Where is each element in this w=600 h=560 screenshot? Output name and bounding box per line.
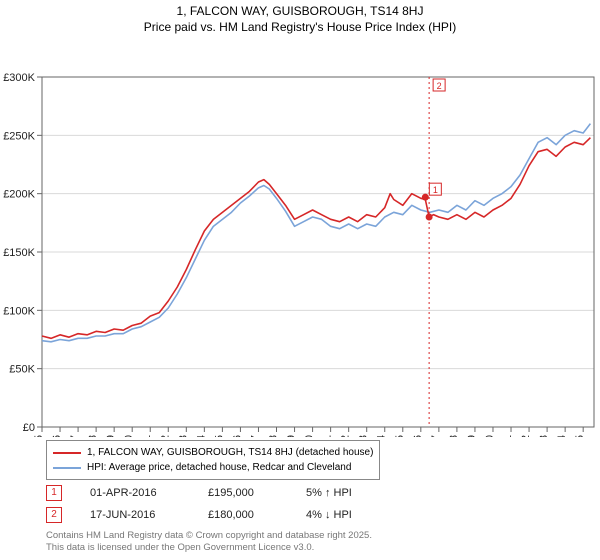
svg-text:2011: 2011 bbox=[322, 435, 334, 437]
svg-text:2019: 2019 bbox=[466, 435, 478, 437]
svg-text:£250K: £250K bbox=[3, 131, 35, 143]
svg-text:2015: 2015 bbox=[394, 435, 406, 437]
svg-text:£200K: £200K bbox=[3, 189, 35, 201]
footnote: Contains HM Land Registry data © Crown c… bbox=[46, 530, 372, 555]
title-line-1: 1, FALCON WAY, GUISBOROUGH, TS14 8HJ bbox=[0, 4, 600, 20]
svg-text:2001: 2001 bbox=[141, 435, 153, 437]
svg-text:2009: 2009 bbox=[286, 435, 298, 437]
transaction-date: 01-APR-2016 bbox=[90, 487, 180, 499]
svg-text:2003: 2003 bbox=[177, 435, 189, 437]
transaction-price: £180,000 bbox=[208, 509, 278, 521]
svg-text:2004: 2004 bbox=[195, 435, 207, 437]
footnote-line-1: Contains HM Land Registry data © Crown c… bbox=[46, 530, 372, 542]
transaction-badge: 1 bbox=[46, 485, 62, 501]
svg-text:2024: 2024 bbox=[556, 435, 568, 437]
svg-text:1995: 1995 bbox=[33, 435, 45, 437]
svg-text:2000: 2000 bbox=[123, 435, 135, 437]
legend-swatch bbox=[53, 467, 81, 469]
svg-text:2021: 2021 bbox=[502, 435, 514, 437]
svg-text:£50K: £50K bbox=[9, 364, 35, 376]
svg-text:2008: 2008 bbox=[268, 435, 280, 437]
transaction-row: 2 17-JUN-2016 £180,000 4% ↓ HPI bbox=[46, 504, 386, 526]
transaction-badge: 2 bbox=[46, 507, 62, 523]
transaction-price: £195,000 bbox=[208, 487, 278, 499]
chart-svg: £0 £50K £100K £150K £200K £250K £300K 1995 1996 1… bbox=[0, 37, 600, 437]
legend-swatch bbox=[53, 452, 81, 454]
svg-text:2023: 2023 bbox=[538, 435, 550, 437]
svg-text:1996: 1996 bbox=[51, 435, 63, 437]
svg-text:1997: 1997 bbox=[69, 435, 81, 437]
svg-text:1999: 1999 bbox=[105, 435, 117, 437]
transaction-pct: 4% ↓ HPI bbox=[306, 509, 386, 521]
svg-text:2014: 2014 bbox=[376, 435, 388, 437]
title-line-2: Price paid vs. HM Land Registry's House … bbox=[0, 20, 600, 36]
svg-text:1998: 1998 bbox=[87, 435, 99, 437]
svg-text:2007: 2007 bbox=[249, 435, 261, 437]
transaction-pct: 5% ↑ HPI bbox=[306, 487, 386, 499]
svg-text:2020: 2020 bbox=[484, 435, 496, 437]
svg-text:1: 1 bbox=[433, 185, 438, 195]
transaction-date: 17-JUN-2016 bbox=[90, 509, 180, 521]
svg-text:2002: 2002 bbox=[159, 435, 171, 437]
chart-container: 1, FALCON WAY, GUISBOROUGH, TS14 8HJ Pri… bbox=[0, 0, 600, 560]
svg-text:2018: 2018 bbox=[448, 435, 460, 437]
legend-row: 1, FALCON WAY, GUISBOROUGH, TS14 8HJ (de… bbox=[53, 445, 373, 460]
svg-text:£0: £0 bbox=[23, 422, 35, 434]
legend-label: 1, FALCON WAY, GUISBOROUGH, TS14 8HJ (de… bbox=[87, 445, 373, 460]
svg-text:2025: 2025 bbox=[574, 435, 586, 437]
chart-area: £0 £50K £100K £150K £200K £250K £300K 1995 1996 1… bbox=[0, 37, 600, 437]
svg-text:2013: 2013 bbox=[358, 435, 370, 437]
transaction-row: 1 01-APR-2016 £195,000 5% ↑ HPI bbox=[46, 482, 386, 504]
svg-text:£100K: £100K bbox=[3, 306, 35, 318]
transaction-rows: 1 01-APR-2016 £195,000 5% ↑ HPI 2 17-JUN-2016… bbox=[46, 482, 386, 526]
svg-text:£300K: £300K bbox=[3, 72, 35, 84]
svg-text:2006: 2006 bbox=[231, 435, 243, 437]
svg-text:2022: 2022 bbox=[520, 435, 532, 437]
svg-text:2005: 2005 bbox=[213, 435, 225, 437]
svg-text:£150K: £150K bbox=[3, 247, 35, 259]
legend-row: HPI: Average price, detached house, Redc… bbox=[53, 460, 373, 475]
svg-text:2: 2 bbox=[437, 81, 442, 91]
legend: 1, FALCON WAY, GUISBOROUGH, TS14 8HJ (de… bbox=[46, 440, 380, 480]
svg-text:2010: 2010 bbox=[304, 435, 316, 437]
chart-title: 1, FALCON WAY, GUISBOROUGH, TS14 8HJ Pri… bbox=[0, 0, 600, 35]
svg-text:2012: 2012 bbox=[340, 435, 352, 437]
footnote-line-2: This data is licensed under the Open Gov… bbox=[46, 542, 372, 554]
svg-text:2016: 2016 bbox=[412, 435, 424, 437]
legend-label: HPI: Average price, detached house, Redc… bbox=[87, 460, 351, 475]
svg-text:2017: 2017 bbox=[430, 435, 442, 437]
